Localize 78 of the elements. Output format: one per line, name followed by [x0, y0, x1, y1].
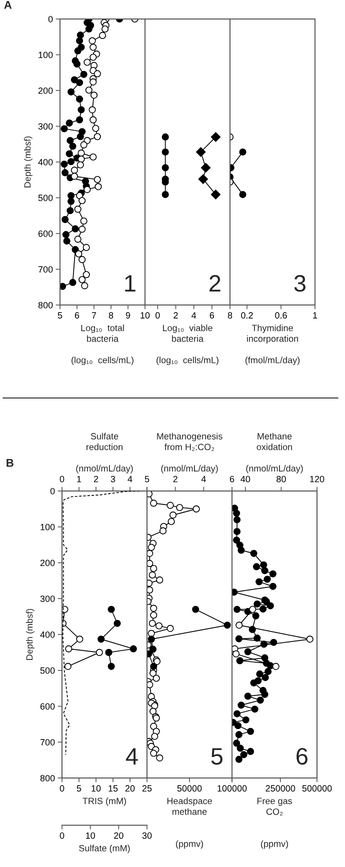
y-axis-title: Depth (mbsf)	[26, 608, 34, 660]
y-tick-label: 0	[50, 488, 55, 494]
text: Methane oxidation (nmol/mL/day)	[246, 432, 303, 474]
x-tick-label: 2	[174, 312, 178, 318]
chart-title: B	[6, 459, 14, 467]
x-tick-label: 5	[76, 785, 82, 792]
y-tick-label: 400	[40, 631, 55, 638]
x-tick-label: 1	[313, 312, 318, 318]
x-tick-label: 15	[108, 785, 118, 792]
x-axis-title: Sulfate (mM)	[79, 844, 130, 854]
x2-tick-label: 3	[110, 476, 116, 482]
x2-tick-label: 4	[128, 476, 132, 482]
y-tick-label: 700	[40, 739, 55, 746]
text: Free gas CO₂ (ppmv)	[257, 798, 292, 849]
annotation: 6	[296, 748, 308, 765]
x-tick-label: 10	[140, 312, 150, 319]
x2-tick-label: 1	[77, 476, 82, 482]
x-tick-label: 50000	[177, 785, 202, 792]
annotation: 1	[125, 275, 136, 292]
y-tick-label: 300	[38, 123, 53, 130]
x-tick-label: 25	[142, 785, 152, 792]
x-tick-label: 8	[108, 312, 114, 319]
x-tick-label: 30	[142, 832, 152, 839]
y-tick-label: 100	[40, 524, 55, 530]
x2-tick-label: 120	[310, 476, 324, 482]
y-tick-label: 200	[40, 560, 55, 566]
x2-tick-label: 6	[230, 476, 234, 482]
x-tick-label: 5	[58, 312, 62, 319]
x-tick-label: 20	[114, 832, 124, 839]
x2-tick-label: 80	[276, 476, 286, 482]
x-tick-label: 0	[156, 312, 160, 319]
x2-tick-label: 2	[173, 476, 178, 482]
x-tick-label: 500000	[302, 785, 332, 792]
x-tick-label: 6	[210, 312, 214, 319]
x-tick-label: 20	[125, 785, 135, 792]
y-tick-label: 600	[40, 703, 55, 710]
y-tick-label: 800	[38, 302, 53, 308]
x-tick-label: 7	[92, 312, 96, 318]
y-tick-label: 500	[38, 194, 53, 202]
x-tick-label: 100000	[218, 785, 247, 792]
y-tick-label: 600	[38, 230, 53, 237]
x-axis-title: TRIS (mM)	[82, 798, 126, 806]
x-tick-label: 0	[60, 785, 64, 792]
x-tick-label: 0	[60, 832, 64, 839]
text: Sulfate reduction (nmol/mL/day)	[76, 432, 133, 474]
text: Headspace methane (ppmv)	[167, 798, 212, 849]
text: Methanogenesis from H₂:CO₂ (nmol/mL/day)	[157, 432, 222, 474]
y-tick-label: 800	[40, 774, 55, 782]
x-tick-label: 10	[92, 785, 101, 792]
x2-tick-label: 4	[201, 476, 206, 482]
y-tick-label: 400	[38, 158, 53, 166]
annotation: 2	[210, 275, 220, 292]
x2-tick-label: 2	[94, 476, 98, 482]
y-tick-label: 0	[48, 16, 53, 22]
annotation: 3	[294, 275, 306, 292]
x2-tick-label: 0	[60, 476, 64, 482]
x2-tick-label: 40	[240, 476, 250, 482]
text: Log₁₀ total bacteria (log₁₀ cells/mL)	[72, 324, 134, 366]
x-tick-label: 0.6	[275, 312, 287, 319]
x-tick-label: 9	[126, 312, 130, 319]
x-tick-label: 4	[192, 312, 196, 318]
x-tick-label: 8	[228, 312, 232, 319]
x-tick-label: 6	[74, 312, 80, 319]
y-tick-label: 100	[38, 52, 53, 58]
x2-tick-label: 5	[144, 476, 150, 482]
x-tick-label: 250000	[266, 785, 296, 792]
x-tick-label: 10	[86, 832, 95, 839]
y-tick-label: 500	[40, 667, 55, 674]
text: Log₁₀ viable bacteria (log₁₀ cells/mL)	[156, 324, 218, 366]
y-tick-label: 200	[38, 87, 53, 94]
y-tick-label: 300	[40, 596, 55, 602]
annotation: 5	[211, 748, 223, 765]
x-tick-label: 0.2	[241, 312, 253, 319]
text: Thymidine incorporation (fmol/mL/day)	[245, 324, 300, 366]
y-tick-label: 700	[38, 266, 53, 273]
chart-title: A	[4, 1, 12, 9]
y-axis-title: Depth (mbsf)	[24, 136, 32, 188]
annotation: 4	[126, 748, 138, 764]
